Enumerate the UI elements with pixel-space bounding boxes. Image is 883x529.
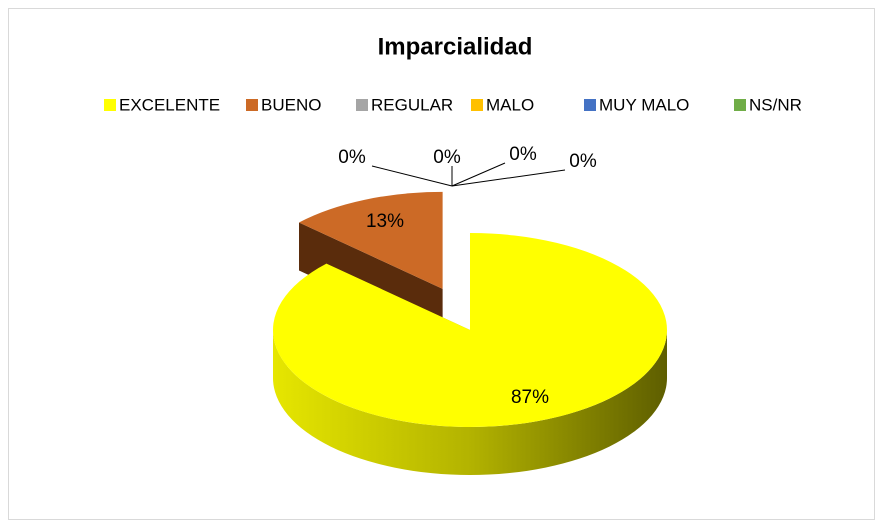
data-label: 0% bbox=[433, 147, 461, 168]
legend-swatch bbox=[584, 99, 596, 111]
legend-label: NS/NR bbox=[749, 95, 802, 114]
legend-swatch bbox=[104, 99, 116, 111]
data-label: 87% bbox=[511, 387, 549, 408]
legend-label: EXCELENTE bbox=[119, 95, 220, 114]
slice bbox=[273, 233, 668, 427]
legend-label: BUENO bbox=[261, 95, 321, 114]
legend-swatch bbox=[734, 99, 746, 111]
data-label: 0% bbox=[509, 144, 537, 165]
leader-line bbox=[371, 165, 453, 187]
chart-title: Imparcialidad bbox=[378, 33, 533, 60]
legend-label: MALO bbox=[486, 95, 534, 114]
data-label: 0% bbox=[338, 147, 366, 168]
leader-line bbox=[451, 162, 506, 187]
data-label: 13% bbox=[366, 211, 404, 232]
legend-label: MUY MALO bbox=[599, 95, 689, 114]
legend-label: REGULAR bbox=[371, 95, 453, 114]
data-label: 0% bbox=[569, 151, 597, 172]
leader-line bbox=[451, 169, 566, 187]
slice bbox=[299, 191, 443, 289]
slice-wall bbox=[273, 330, 667, 475]
legend-swatch bbox=[356, 99, 368, 111]
legend-swatch bbox=[471, 99, 483, 111]
legend-swatch bbox=[246, 99, 258, 111]
